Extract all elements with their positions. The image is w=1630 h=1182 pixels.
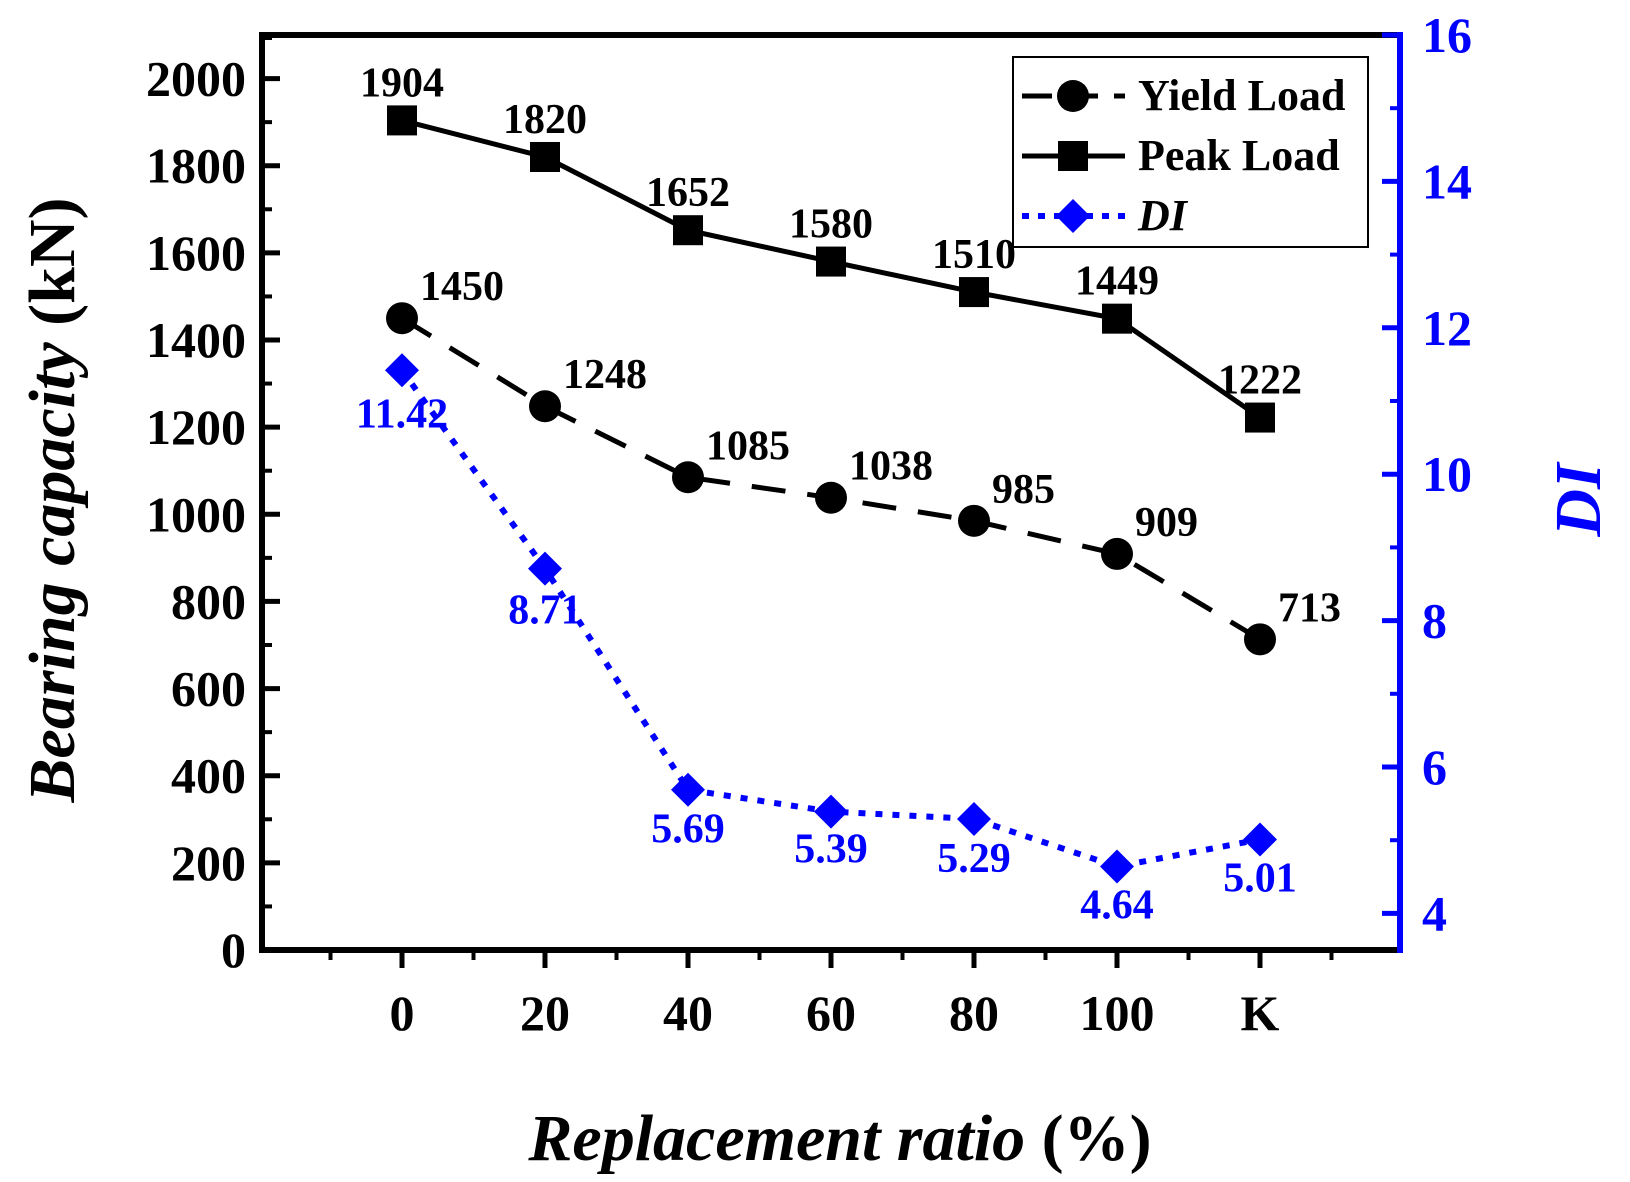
- x-axis-title-unit: (%): [1025, 1102, 1151, 1175]
- y-tick-label: 1400: [146, 312, 246, 368]
- data-label: 985: [992, 467, 1055, 513]
- y2-axis-title: DI: [1542, 461, 1615, 538]
- data-label: 1038: [849, 444, 933, 490]
- diamond-marker: [671, 772, 705, 807]
- data-label: 1904: [360, 60, 444, 106]
- series-layer: [385, 105, 1277, 884]
- y-tick-label: 800: [171, 573, 246, 629]
- data-label: 5.69: [651, 807, 725, 853]
- x-tick-label: K: [1241, 985, 1280, 1041]
- circle-marker: [1101, 537, 1133, 570]
- square-marker: [816, 246, 846, 277]
- legend-square-marker: [1058, 141, 1088, 171]
- square-marker: [387, 105, 417, 136]
- data-label: 1222: [1218, 358, 1302, 404]
- axes-layer: 0200400600800100012001400160018002000468…: [146, 7, 1472, 1041]
- circle-marker: [958, 504, 990, 537]
- data-label: 1510: [932, 232, 1016, 278]
- diamond-marker: [528, 551, 562, 586]
- y-tick-label: 2000: [146, 51, 246, 107]
- y2-tick-label: 10: [1422, 446, 1472, 502]
- data-label: 5.29: [937, 836, 1011, 882]
- data-label: 1580: [789, 202, 873, 248]
- circle-marker: [815, 481, 847, 514]
- data-label: 11.42: [356, 391, 448, 437]
- y2-tick-label: 12: [1422, 300, 1472, 356]
- x-tick-label: 0: [390, 985, 415, 1041]
- x-tick-label: 40: [663, 985, 713, 1041]
- data-label: 1449: [1075, 259, 1159, 305]
- data-label: 1085: [706, 423, 790, 469]
- data-label: 1248: [563, 352, 647, 398]
- legend: Yield Load Peak Load DI: [1012, 56, 1369, 248]
- y-axis-title: Bearing capacity (kN): [16, 198, 89, 804]
- legend-label: Peak Load: [1138, 131, 1340, 180]
- y-tick-label: 400: [171, 748, 246, 804]
- data-label: 1450: [420, 264, 504, 310]
- diamond-marker: [385, 353, 419, 388]
- square-marker: [530, 142, 560, 172]
- data-label: 1820: [503, 97, 587, 143]
- diamond-marker: [1100, 849, 1134, 884]
- circle-marker: [386, 302, 418, 335]
- legend-label: Yield Load: [1138, 71, 1345, 120]
- data-label: 4.64: [1080, 883, 1154, 929]
- data-label: 1652: [646, 170, 730, 216]
- y2-tick-label: 4: [1422, 885, 1447, 941]
- y-axis-title-main: Bearing capacity: [16, 342, 89, 804]
- y2-tick-label: 8: [1422, 593, 1447, 649]
- data-label: 5.01: [1223, 855, 1297, 901]
- data-label: 5.39: [794, 827, 868, 873]
- y2-tick-label: 14: [1422, 153, 1472, 209]
- data-label: 8.71: [508, 588, 582, 634]
- legend-circle-marker: [1057, 80, 1089, 112]
- y2-tick-label: 16: [1422, 7, 1472, 63]
- y-tick-label: 1800: [146, 138, 246, 194]
- y-tick-label: 1600: [146, 225, 246, 281]
- x-tick-label: 20: [520, 985, 570, 1041]
- x-tick-label: 80: [949, 985, 999, 1041]
- y-tick-label: 0: [221, 922, 246, 978]
- x-axis-title-main: Replacement ratio: [527, 1102, 1025, 1175]
- x-tick-label: 60: [806, 985, 856, 1041]
- circle-marker: [672, 461, 704, 494]
- x-axis-title: Replacement ratio (%): [527, 1102, 1151, 1175]
- diamond-marker: [957, 801, 991, 836]
- y-axis-title-unit: (kN): [16, 198, 89, 343]
- y-tick-label: 1000: [146, 486, 246, 542]
- square-marker: [673, 215, 703, 246]
- diamond-marker: [814, 794, 848, 829]
- square-marker: [1102, 303, 1132, 334]
- square-marker: [959, 277, 989, 308]
- data-label: 713: [1278, 585, 1341, 631]
- y-tick-label: 600: [171, 661, 246, 717]
- diamond-marker: [1243, 822, 1277, 857]
- y-tick-label: 200: [171, 835, 246, 891]
- y-tick-label: 1200: [146, 399, 246, 455]
- legend-diamond-marker: [1056, 199, 1090, 233]
- legend-label: DI: [1137, 191, 1189, 240]
- circle-marker: [529, 390, 561, 423]
- data-labels-layer: 1450 1248 1085 1038 985 909 713 1904 1820 1652 158…: [356, 60, 1341, 928]
- circle-marker: [1244, 623, 1276, 656]
- y2-tick-label: 6: [1422, 739, 1447, 795]
- square-marker: [1245, 402, 1275, 433]
- data-label: 909: [1135, 500, 1198, 546]
- x-tick-label: 100: [1080, 985, 1155, 1041]
